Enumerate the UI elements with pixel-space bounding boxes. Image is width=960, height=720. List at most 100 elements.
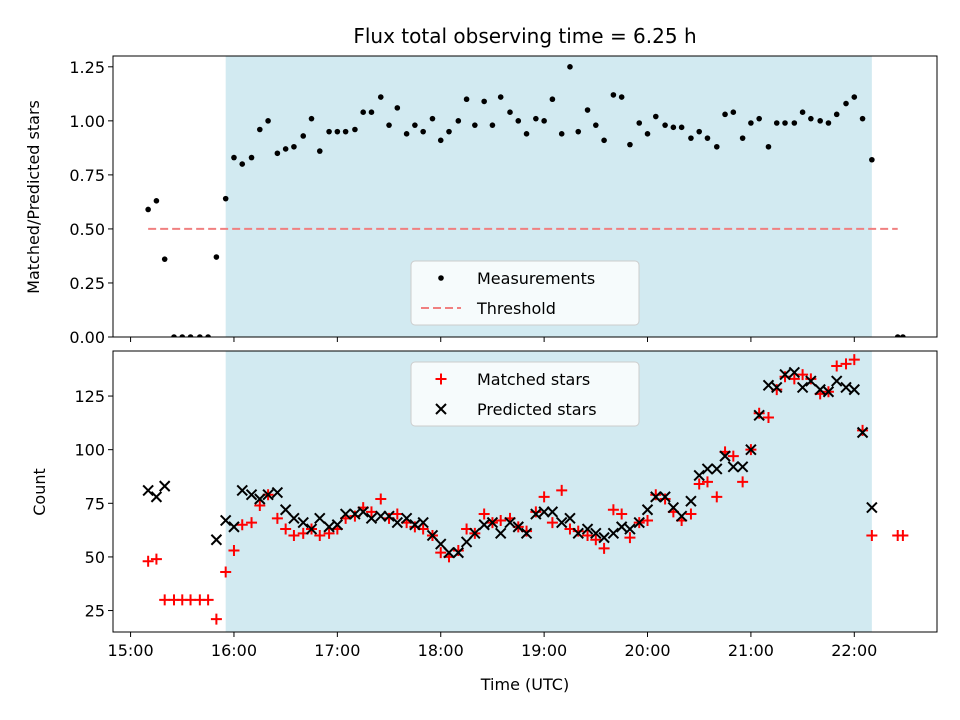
measurement-point [420, 128, 426, 135]
matched-stars-point [753, 407, 765, 419]
matched-stars-point [546, 517, 558, 529]
matched-stars-point [228, 544, 240, 556]
matched-stars-point [831, 360, 843, 372]
ratio-panel-y-tick-label: 0.75 [69, 166, 105, 185]
predicted-stars-point [659, 491, 671, 503]
matched-stars-point [624, 532, 636, 544]
predicted-stars-point [323, 521, 335, 533]
count-panel-legend-box [410, 361, 640, 427]
matched-stars-point [323, 527, 335, 539]
measurement-point [481, 98, 487, 105]
ratio-panel-legend-box [410, 260, 640, 326]
predicted-stars-point [675, 510, 688, 522]
predicted-stars-point [641, 504, 654, 516]
measurement-point [352, 126, 358, 133]
measurement-point [894, 334, 901, 337]
predicted-stars-point [158, 480, 171, 492]
predicted-stars-point [486, 516, 499, 529]
measurement-point [817, 118, 823, 124]
matched-stars-point [590, 534, 602, 546]
measurement-point [497, 94, 504, 100]
matched-stars-point [375, 493, 387, 505]
matched-stars-point [288, 529, 300, 541]
predicted-stars-point [469, 527, 481, 540]
x-tick-label: 15:00 [108, 641, 154, 660]
predicted-stars-point [633, 516, 645, 529]
predicted-stars-point [805, 375, 817, 387]
measurement-point [463, 96, 470, 103]
ratio-panel-x-ticks [130, 337, 855, 342]
measurement-point [765, 143, 772, 150]
predicted-stars-point [866, 501, 878, 514]
measurement-point [360, 109, 366, 115]
measurement-point [688, 135, 694, 141]
measurement-point [197, 334, 203, 337]
measurement-point [584, 107, 591, 113]
predicted-stars-point [400, 512, 413, 525]
measurement-point [446, 128, 452, 135]
measurement-point [644, 131, 651, 137]
matched-stars-point [642, 514, 654, 526]
ratio-panel-y-tick-label: 1.25 [69, 58, 105, 77]
measurement-point [239, 161, 246, 167]
predicted-stars-point [667, 501, 680, 514]
matched-stars-point [616, 508, 628, 520]
x-tick-label: 19:00 [521, 641, 567, 660]
x-tick-label: 21:00 [728, 641, 774, 660]
predicted-stars-point [417, 516, 429, 529]
measurement-point [248, 154, 255, 161]
predicted-stars-point [512, 521, 524, 533]
predicted-stars-point [598, 531, 610, 544]
matched-stars-point [314, 529, 326, 541]
predicted-stars-point [409, 519, 421, 531]
predicted-stars-point [693, 469, 705, 482]
measurement-point [179, 334, 186, 337]
measurement-point [472, 122, 478, 128]
ratio-panel-legend: Measurements Threshold [410, 260, 640, 326]
predicted-stars-point [581, 523, 594, 535]
chart-title: Flux total observing time = 6.25 h [353, 24, 696, 48]
measurement-point [859, 115, 866, 122]
predicted-stars-point [262, 489, 274, 501]
measurement-point [334, 128, 341, 135]
matched-stars-point [762, 411, 774, 423]
predicted-stars-point [305, 523, 318, 535]
measurement-point [722, 111, 728, 118]
predicted-stars-point [245, 489, 258, 501]
measurement-point [808, 115, 814, 122]
predicted-stars-point [590, 527, 602, 540]
matched-stars-point [202, 594, 214, 606]
predicted-stars-point [520, 527, 533, 540]
matched-stars-point [572, 525, 584, 537]
predicted-stars-point [736, 461, 749, 473]
ratio-panel-y-label: Matched/Predicted stars [24, 100, 43, 294]
measurement-point [153, 198, 160, 204]
measurement-point [627, 141, 633, 148]
matched-stars-point [897, 529, 909, 541]
measurement-point [636, 120, 643, 126]
predicted-stars-point [228, 521, 240, 533]
measurement-point [652, 113, 659, 120]
measurement-point [533, 115, 539, 122]
measurement-point [610, 92, 617, 98]
measurement-point [412, 122, 418, 128]
count-panel-y-tick-label: 100 [74, 441, 105, 460]
measurement-point [274, 150, 281, 157]
measurement-point [342, 128, 349, 135]
measurement-point [739, 135, 746, 141]
predicted-stars-point [719, 450, 731, 462]
predicted-stars-point [460, 536, 473, 548]
predicted-stars-point [331, 519, 344, 531]
count-panel-y-label: Count [30, 468, 49, 516]
count-panel-y-tick-label: 25 [85, 602, 105, 621]
ratio-panel-y-tick-label: 0.25 [69, 274, 105, 293]
predicted-stars-point [796, 381, 809, 394]
predicted-stars-point [391, 516, 404, 529]
predicted-stars-point [297, 516, 309, 529]
count-panel-y-tick-label: 50 [85, 548, 105, 567]
measurement-point [825, 120, 832, 126]
predicted-stars-point [435, 538, 447, 550]
matched-stars-point [452, 544, 464, 556]
x-tick-label: 18:00 [418, 641, 464, 660]
predicted-stars-point [848, 383, 860, 396]
